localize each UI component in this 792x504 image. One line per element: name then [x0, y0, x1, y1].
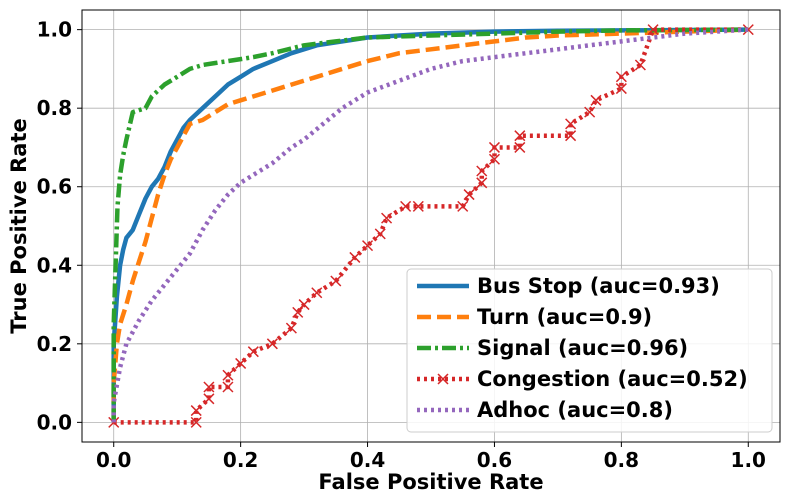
- legend: Bus Stop (auc=0.93) Turn (auc=0.9) Signal …: [406, 268, 773, 433]
- x-tick-label: 0.8: [604, 448, 639, 472]
- series-marker-3: [247, 346, 259, 358]
- x-tick-label: 0.4: [350, 448, 385, 472]
- series-marker-3: [634, 59, 646, 71]
- series-marker-3: [222, 369, 234, 381]
- y-tick-label: 1.0: [37, 18, 72, 42]
- y-tick-label: 0.0: [37, 410, 72, 434]
- y-tick-label: 0.2: [37, 332, 72, 356]
- series-marker-3: [362, 240, 374, 252]
- series-marker-3: [190, 405, 202, 417]
- legend-label-0: Bus Stop (auc=0.93): [477, 274, 720, 298]
- x-tick-label: 0.0: [96, 448, 131, 472]
- series-marker-3: [298, 299, 310, 311]
- series-marker-3: [311, 287, 323, 299]
- series-marker-3: [514, 130, 526, 142]
- series-line-4: [111, 27, 749, 423]
- legend-label-1: Turn (auc=0.9): [477, 305, 652, 329]
- legend-label-3: Congestion (auc=0.52): [477, 367, 748, 391]
- series-line-1: [111, 27, 749, 423]
- plot-frame: [81, 9, 781, 443]
- legend-label-4: Adhoc (auc=0.8): [477, 398, 673, 422]
- series-marker-3: [565, 130, 577, 142]
- series-marker-3: [488, 141, 500, 153]
- axis-ticks: 0.0 0.2 0.4 0.6 0.8 1.0 0.0 0.2 0.4 0.6 0.8 1.0: [37, 18, 766, 472]
- y-tick-label: 0.4: [37, 253, 72, 277]
- series-marker-3: [584, 106, 596, 118]
- series-marker-3: [381, 212, 393, 224]
- series-line-3: [113, 27, 749, 425]
- x-axis-label: False Positive Rate: [318, 470, 543, 494]
- x-tick-label: 0.6: [477, 448, 512, 472]
- y-tick-label: 0.6: [37, 175, 72, 199]
- series-marker-3: [463, 189, 475, 201]
- series-marker-3: [190, 416, 202, 428]
- series-marker-3: [565, 118, 577, 130]
- series-marker-3: [349, 251, 361, 263]
- y-axis-label: True Positive Rate: [7, 118, 31, 334]
- series-marker-3: [412, 200, 424, 212]
- series-marker-3: [647, 24, 659, 36]
- series-marker-3: [457, 200, 469, 212]
- series-marker-3: [488, 153, 500, 165]
- series-marker-3: [330, 275, 342, 287]
- series-marker-3: [203, 381, 215, 393]
- series-marker-3: [742, 24, 754, 36]
- series-marker-3: [400, 200, 412, 212]
- series-marker-3: [222, 381, 234, 393]
- series-marker-3: [615, 71, 627, 83]
- x-tick-label: 1.0: [731, 448, 766, 472]
- x-tick-label: 0.2: [223, 448, 258, 472]
- series-marker-3: [514, 141, 526, 153]
- series-marker-3: [590, 94, 602, 106]
- series-marker-3: [374, 228, 386, 240]
- series-marker-3: [476, 165, 488, 177]
- series-marker-3: [266, 338, 278, 350]
- legend-label-2: Signal (auc=0.96): [477, 336, 688, 360]
- series-marker-3: [615, 83, 627, 95]
- series-marker-3: [235, 357, 247, 369]
- series-layer: [108, 24, 754, 428]
- legend-marker-3: [437, 373, 449, 385]
- y-tick-label: 0.8: [37, 96, 72, 120]
- series-marker-3: [292, 306, 304, 318]
- series-marker-3: [285, 322, 297, 334]
- series-marker-3: [203, 393, 215, 405]
- series-line-2: [111, 27, 749, 423]
- legend-frame: [406, 268, 773, 433]
- series-marker-3: [476, 177, 488, 189]
